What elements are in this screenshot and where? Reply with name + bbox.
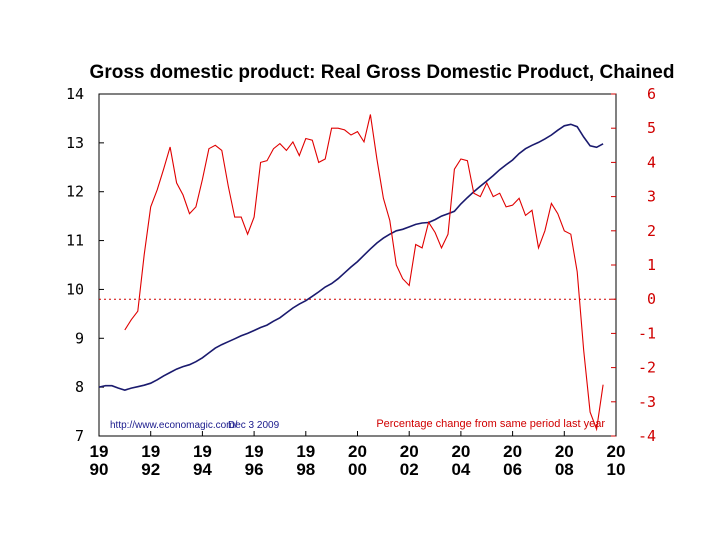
right-axis-tick-label: -3 <box>638 393 656 411</box>
x-axis-tick-label-bottom: 96 <box>245 460 264 479</box>
x-axis-tick-label-top: 19 <box>296 442 315 461</box>
x-axis-tick-label-bottom: 04 <box>451 460 470 479</box>
x-axis-tick-label-bottom: 08 <box>555 460 574 479</box>
source-url: http://www.economagic.com/ <box>110 420 237 431</box>
left-axis: 7 8 9 10 11 12 13 14 <box>66 85 104 445</box>
right-axis: -4 -3 -2 -1 0 1 2 3 4 5 6 <box>611 85 656 445</box>
left-axis-tick-label: 11 <box>66 232 84 250</box>
right-axis-tick-label: 1 <box>647 256 656 274</box>
right-axis-tick-label: 6 <box>647 85 656 103</box>
percent-change-series-line <box>124 114 604 432</box>
right-axis-tick-label: 3 <box>647 188 656 206</box>
x-axis-tick-label-top: 19 <box>245 442 264 461</box>
x-axis-tick-label-bottom: 92 <box>141 460 160 479</box>
x-axis-tick-label-bottom: 10 <box>607 460 626 479</box>
x-axis-tick-label-top: 20 <box>555 442 574 461</box>
x-axis-tick-label-bottom: 98 <box>296 460 315 479</box>
left-axis-tick-label: 9 <box>75 329 84 347</box>
source-date: Dec 3 2009 <box>228 420 280 431</box>
x-axis-tick-label-bottom: 94 <box>193 460 212 479</box>
x-axis-tick-label-top: 19 <box>141 442 160 461</box>
x-axis-tick-label-bottom: 00 <box>348 460 367 479</box>
left-axis-tick-label: 10 <box>66 280 84 298</box>
x-axis-tick-label-top: 20 <box>400 442 419 461</box>
chart-title: Gross domestic product: Real Gross Domes… <box>90 62 675 83</box>
x-axis-tick-label-top: 20 <box>503 442 522 461</box>
x-axis-tick-label-top: 19 <box>193 442 212 461</box>
right-axis-tick-label: -4 <box>638 427 656 445</box>
right-axis-tick-label: 0 <box>647 290 656 308</box>
x-axis: 1990199219941996199820002002200420062008… <box>90 431 626 479</box>
x-axis-tick-label-top: 20 <box>451 442 470 461</box>
left-axis-tick-label: 14 <box>66 85 84 103</box>
right-axis-tick-label: -2 <box>638 359 656 377</box>
right-axis-tick-label: -1 <box>638 324 656 342</box>
real-gdp-series-line <box>98 123 604 391</box>
x-axis-tick-label-bottom: 06 <box>503 460 522 479</box>
left-axis-tick-label: 12 <box>66 183 84 201</box>
left-axis-tick-label: 7 <box>75 427 84 445</box>
plot-frame <box>98 93 617 437</box>
right-axis-tick-label: 5 <box>647 119 656 137</box>
right-axis-tick-label: 4 <box>647 153 656 171</box>
x-axis-tick-label-top: 20 <box>607 442 626 461</box>
series-annotation: Percentage change from same period last … <box>376 418 605 430</box>
x-axis-tick-label-bottom: 90 <box>90 460 109 479</box>
x-axis-tick-label-bottom: 02 <box>400 460 419 479</box>
right-axis-tick-label: 2 <box>647 222 656 240</box>
left-axis-tick-label: 8 <box>75 378 84 396</box>
x-axis-tick-label-top: 19 <box>90 442 109 461</box>
x-axis-tick-label-top: 20 <box>348 442 367 461</box>
left-axis-tick-label: 13 <box>66 134 84 152</box>
